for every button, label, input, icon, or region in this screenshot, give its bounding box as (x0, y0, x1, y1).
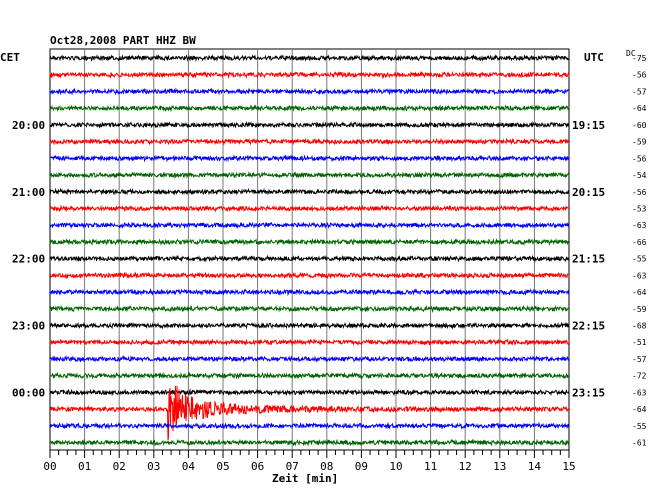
seismic-trace (49, 287, 570, 297)
seismic-trace (49, 87, 570, 96)
seismic-trace (49, 254, 570, 263)
dc-offset-label: -64 (632, 405, 647, 414)
left-time-label: 00:00 (12, 386, 45, 399)
seismic-trace (49, 53, 570, 62)
x-tick-label: 10 (389, 460, 402, 473)
dc-offset-label: -63 (632, 388, 647, 397)
chart-title: Oct28,2008 PART HHZ BW (50, 34, 196, 47)
seismic-trace (49, 120, 570, 129)
dc-offset-labels: -75 -56 -57 -64 -60 -59 -56 -54 -56 -53 -63 -66 -55 -… (632, 54, 647, 448)
seismic-trace (49, 355, 570, 364)
x-tick-label: 07 (286, 460, 299, 473)
seismic-trace (49, 338, 570, 347)
dc-offset-label: -64 (632, 104, 647, 113)
dc-offset-label: -61 (632, 439, 647, 448)
x-tick-label: 09 (355, 460, 368, 473)
seismic-trace (49, 271, 570, 280)
left-timezone-label: CET (0, 51, 20, 64)
dc-offset-label: -56 (632, 154, 647, 163)
dc-offset-label: -64 (632, 288, 647, 297)
x-tick-label: 01 (78, 460, 91, 473)
seismic-trace (49, 371, 570, 380)
seismic-trace (49, 321, 570, 330)
right-timezone-label: UTC (584, 51, 604, 64)
seismic-trace (49, 70, 570, 79)
seismic-trace (49, 204, 570, 213)
dc-offset-label: -59 (632, 305, 647, 314)
seismic-trace (49, 385, 570, 441)
x-tick-label: 11 (424, 460, 437, 473)
x-tick-label: 02 (113, 460, 126, 473)
left-time-labels: 20:00 21:00 22:00 23:00 00:00 (12, 119, 45, 400)
dc-offset-label: -56 (632, 71, 647, 80)
minute-grid (84, 49, 535, 450)
left-time-label: 20:00 (12, 119, 45, 132)
x-tick-label: 04 (182, 460, 196, 473)
right-time-label: 23:15 (572, 386, 605, 399)
x-tick-label: 15 (562, 460, 575, 473)
x-axis-label: Zeit [min] (272, 472, 338, 485)
seismic-trace (49, 154, 570, 163)
x-tick-label: 13 (493, 460, 506, 473)
seismic-trace (50, 438, 570, 447)
dc-offset-label: -66 (632, 238, 647, 247)
x-tick-label: 06 (251, 460, 264, 473)
x-tick-label: 05 (216, 460, 229, 473)
x-tick-label: 03 (147, 460, 160, 473)
dc-offset-label: -63 (632, 221, 647, 230)
seismic-trace (49, 421, 570, 431)
dc-offset-label: -68 (632, 322, 647, 331)
right-time-label: 20:15 (572, 186, 605, 199)
x-tick-label: 08 (320, 460, 333, 473)
dc-offset-label: -53 (632, 204, 647, 213)
seismic-trace (49, 221, 570, 230)
right-time-label: 21:15 (572, 253, 605, 266)
dc-offset-label: -60 (632, 121, 647, 130)
dc-offset-label: -63 (632, 271, 647, 280)
x-tick-label: 12 (459, 460, 472, 473)
seismic-trace (49, 104, 570, 113)
seismic-trace (49, 304, 570, 314)
dc-offset-label: -72 (632, 372, 647, 381)
dc-offset-label: -57 (632, 355, 647, 364)
dc-offset-label: -51 (632, 338, 647, 347)
dc-offset-label: -59 (632, 138, 647, 147)
dc-offset-label: -55 (632, 255, 647, 264)
dc-offset-label: -55 (632, 422, 647, 431)
seismic-trace (49, 137, 570, 146)
dc-offset-label: -57 (632, 87, 647, 96)
trace-group (49, 53, 570, 447)
x-tick-label: 00 (43, 460, 56, 473)
dc-offset-label: -56 (632, 188, 647, 197)
seismic-trace (49, 187, 570, 196)
dc-offset-label: -54 (632, 171, 647, 180)
x-axis: 00 01 02 03 04 05 06 07 08 09 10 11 12 13 14 15 (43, 450, 576, 473)
left-time-label: 21:00 (12, 186, 45, 199)
right-time-labels: 19:15 20:15 21:15 22:15 23:15 (572, 119, 605, 400)
left-time-label: 23:00 (12, 320, 45, 333)
right-time-label: 19:15 (572, 119, 605, 132)
left-time-label: 22:00 (12, 253, 45, 266)
seismic-trace (49, 237, 570, 246)
right-time-label: 22:15 (572, 320, 605, 333)
dc-offset-label: -75 (632, 54, 647, 63)
dc-label: DC (626, 49, 636, 58)
seismic-trace (49, 388, 570, 397)
x-tick-label: 14 (528, 460, 542, 473)
seismic-trace (49, 170, 570, 179)
